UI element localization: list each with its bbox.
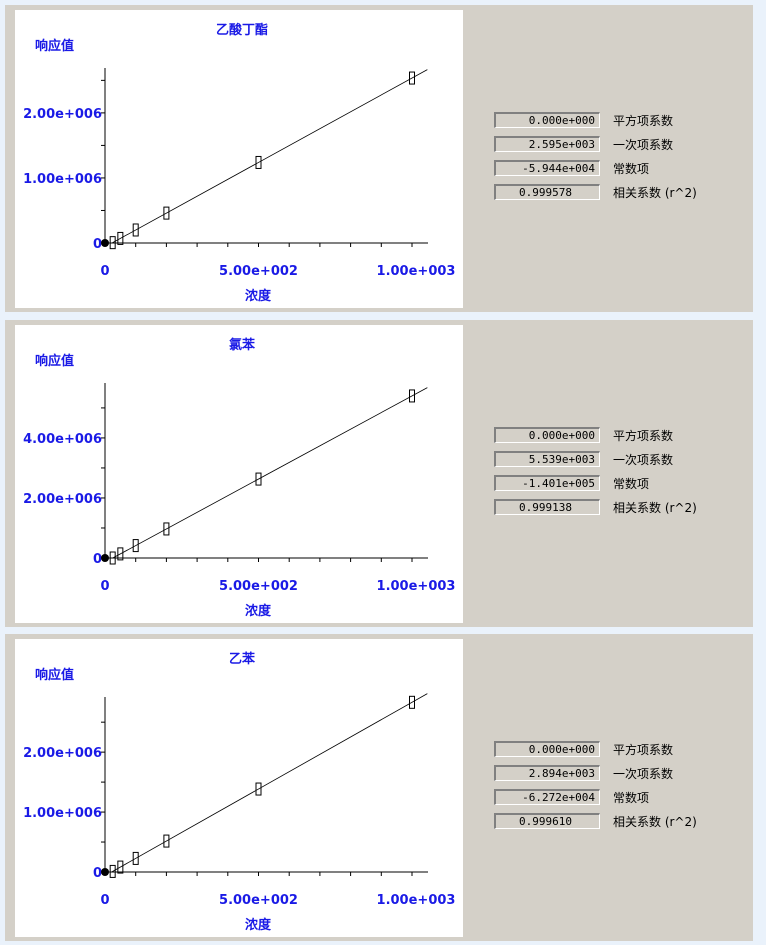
fit-constant-label: 常数项 [613, 476, 650, 491]
chart-title: 乙酸丁酯 [216, 22, 268, 38]
data-point [255, 155, 262, 169]
y-tick-label: 2.00e+006 [23, 492, 102, 507]
fit-row: -5.944e+004 常数项 [494, 156, 697, 180]
y-axis-label: 响应值 [35, 38, 74, 54]
fit-linear-label: 一次项系数 [613, 766, 674, 781]
fit-r2-field: 0.999578 [494, 184, 600, 200]
y-tick-label: 1.00e+006 [23, 806, 102, 821]
x-axis-label: 浓度 [245, 917, 272, 933]
fit-row: 0.999610 相关系数 (r^2) [494, 809, 697, 833]
fit-linear-field: 5.539e+003 [494, 451, 600, 467]
x-axis-label: 浓度 [245, 288, 272, 304]
y-tick-label: 0 [93, 237, 102, 252]
fit-quadratic-label: 平方项系数 [613, 742, 674, 757]
fit-row: 0.000e+000 平方项系数 [494, 737, 697, 761]
fit-line [112, 387, 428, 559]
x-axis-label: 浓度 [245, 603, 272, 619]
x-tick-label: 0 [100, 893, 109, 908]
fit-line [111, 69, 428, 244]
data-point [132, 223, 139, 237]
data-point [409, 695, 415, 709]
fit-r2-label: 相关系数 (r^2) [613, 500, 697, 515]
fit-row: 5.539e+003 一次项系数 [494, 447, 697, 471]
fit-quadratic-label: 平方项系数 [613, 113, 674, 128]
data-point [409, 389, 415, 403]
fit-r2-field: 0.999610 [494, 813, 600, 829]
fit-linear-label: 一次项系数 [613, 137, 674, 152]
fit-r2-field: 0.999138 [494, 499, 600, 515]
fit-quadratic-field: 0.000e+000 [494, 112, 600, 128]
fit-coefficients: 0.000e+000 平方项系数 5.539e+003 一次项系数 -1.401e+00… [494, 423, 697, 519]
y-tick-label: 1.00e+006 [23, 172, 102, 187]
fit-line [111, 693, 428, 873]
calibration-panel: 氯苯响应值浓度 0 5.00e+002 1.00e+003 0 2.00e+006 4.00… [5, 320, 753, 627]
origin-point [101, 239, 109, 247]
data-point [117, 860, 124, 874]
origin-point [101, 868, 109, 876]
y-tick-label: 2.00e+006 [23, 746, 102, 761]
x-tick-label: 1.00e+003 [377, 579, 456, 594]
fit-coefficients: 0.000e+000 平方项系数 2.595e+003 一次项系数 -5.944e+00… [494, 108, 697, 204]
x-tick-label: 5.00e+002 [219, 264, 298, 279]
chart-title: 乙苯 [229, 651, 256, 667]
fit-quadratic-label: 平方项系数 [613, 428, 674, 443]
data-point [163, 206, 170, 220]
calibration-panel: 乙酸丁酯响应值浓度 0 5.00e+002 1.00e+003 0 1.00e+006 2.… [5, 5, 753, 312]
y-tick-label: 0 [93, 866, 102, 881]
fit-row: 0.999138 相关系数 (r^2) [494, 495, 697, 519]
fit-row: 0.000e+000 平方项系数 [494, 423, 697, 447]
x-tick-label: 5.00e+002 [219, 893, 298, 908]
x-tick-label: 1.00e+003 [377, 264, 456, 279]
calibration-plot: 乙酸丁酯响应值浓度 0 5.00e+002 1.00e+003 0 1.00e+006 2.… [15, 10, 463, 308]
fit-quadratic-field: 0.000e+000 [494, 427, 600, 443]
calibration-plot: 乙苯响应值浓度 0 5.00e+002 1.00e+003 0 1.00e+006 2.00… [15, 639, 463, 937]
x-tick-label: 0 [100, 264, 109, 279]
fit-constant-field: -6.272e+004 [494, 789, 600, 805]
fit-constant-label: 常数项 [613, 790, 650, 805]
data-point [255, 782, 262, 796]
fit-row: -6.272e+004 常数项 [494, 785, 697, 809]
data-point [409, 71, 415, 85]
fit-linear-field: 2.595e+003 [494, 136, 600, 152]
data-point [163, 834, 170, 848]
origin-point [101, 554, 109, 562]
fit-constant-field: -1.401e+005 [494, 475, 600, 491]
x-tick-label: 5.00e+002 [219, 579, 298, 594]
data-point [109, 551, 116, 565]
fit-row: -1.401e+005 常数项 [494, 471, 697, 495]
x-tick-label: 1.00e+003 [377, 893, 456, 908]
fit-linear-label: 一次项系数 [613, 452, 674, 467]
fit-constant-label: 常数项 [613, 161, 650, 176]
y-tick-label: 0 [93, 552, 102, 567]
chart-title: 氯苯 [229, 337, 256, 353]
fit-row: 0.000e+000 平方项系数 [494, 108, 697, 132]
y-tick-label: 4.00e+006 [23, 432, 102, 447]
fit-row: 2.595e+003 一次项系数 [494, 132, 697, 156]
data-point [117, 231, 124, 245]
data-point [132, 851, 139, 865]
data-point [163, 522, 170, 536]
calibration-plot: 氯苯响应值浓度 0 5.00e+002 1.00e+003 0 2.00e+006 4.00… [15, 325, 463, 623]
x-tick-label: 0 [100, 579, 109, 594]
data-point [109, 864, 116, 878]
data-point [117, 547, 124, 561]
fit-row: 2.894e+003 一次项系数 [494, 761, 697, 785]
fit-r2-label: 相关系数 (r^2) [613, 814, 697, 829]
data-point [132, 539, 139, 553]
fit-row: 0.999578 相关系数 (r^2) [494, 180, 697, 204]
fit-r2-label: 相关系数 (r^2) [613, 185, 697, 200]
y-axis-label: 响应值 [35, 667, 74, 683]
fit-constant-field: -5.944e+004 [494, 160, 600, 176]
fit-linear-field: 2.894e+003 [494, 765, 600, 781]
fit-quadratic-field: 0.000e+000 [494, 741, 600, 757]
fit-coefficients: 0.000e+000 平方项系数 2.894e+003 一次项系数 -6.272e+00… [494, 737, 697, 833]
data-point [109, 236, 116, 250]
data-point [255, 472, 262, 486]
y-axis-label: 响应值 [35, 353, 74, 369]
calibration-panel: 乙苯响应值浓度 0 5.00e+002 1.00e+003 0 1.00e+006 2.00… [5, 634, 753, 941]
y-tick-label: 2.00e+006 [23, 107, 102, 122]
